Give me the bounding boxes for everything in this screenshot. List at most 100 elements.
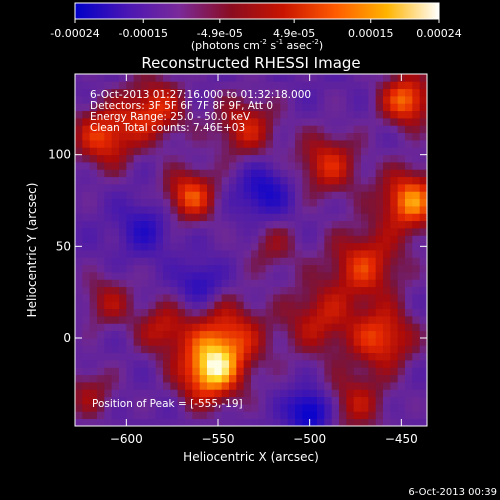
heatmap-cell <box>75 118 83 126</box>
heatmap-cell <box>265 389 274 398</box>
heatmap-cell <box>331 191 340 200</box>
heatmap-cell <box>163 118 171 126</box>
heatmap-cell <box>214 338 223 346</box>
heatmap-cell <box>265 140 274 148</box>
heatmap-cell <box>236 110 245 119</box>
heatmap-cell <box>295 110 303 119</box>
heatmap-cell <box>229 396 237 405</box>
heatmap-cell <box>243 169 252 178</box>
heatmap-cell <box>353 176 362 185</box>
heatmap-cell <box>375 118 384 126</box>
heatmap-cell <box>346 272 355 280</box>
heatmap-cell <box>361 176 369 185</box>
heatmap-cell <box>97 360 105 368</box>
heatmap-cell <box>97 125 105 134</box>
heatmap-cell <box>280 257 289 266</box>
heatmap-cell <box>295 316 303 324</box>
heatmap-cell <box>324 286 333 295</box>
heatmap-cell <box>104 103 113 112</box>
heatmap-cell <box>368 140 377 148</box>
heatmap-cell <box>229 286 237 295</box>
heatmap-cell <box>177 250 186 258</box>
heatmap-cell <box>317 396 325 405</box>
heatmap-cell <box>265 264 274 273</box>
heatmap-cell <box>148 191 157 200</box>
heatmap-cell <box>111 411 120 420</box>
heatmap-cell <box>104 140 113 148</box>
heatmap-cell <box>273 213 281 222</box>
heatmap-cell <box>251 169 259 178</box>
heatmap-cell <box>383 162 391 170</box>
heatmap-cell <box>207 367 215 376</box>
heatmap-cell <box>155 257 164 266</box>
heatmap-cell <box>141 301 149 310</box>
heatmap-cell <box>199 103 208 112</box>
heatmap-cell <box>207 191 215 200</box>
heatmap-cell <box>346 103 355 112</box>
heatmap-cell <box>251 352 259 361</box>
heatmap-cell <box>75 169 83 178</box>
heatmap-cell <box>133 169 142 178</box>
heatmap-cell <box>265 418 274 426</box>
heatmap-cell <box>163 330 171 339</box>
heatmap-cell <box>236 169 245 178</box>
heatmap-cell <box>339 257 347 266</box>
heatmap-cell <box>170 396 179 405</box>
heatmap-cell <box>236 81 245 90</box>
heatmap-cell <box>317 118 325 126</box>
heatmap-cell <box>185 286 193 295</box>
heatmap-cell <box>170 103 179 112</box>
heatmap-cell <box>111 74 120 82</box>
heatmap-cell <box>126 294 135 302</box>
heatmap-cell <box>192 220 201 229</box>
heatmap-cell <box>119 242 127 251</box>
heatmap-cell <box>265 235 274 244</box>
heatmap-cell <box>419 250 427 258</box>
heatmap-cell <box>148 272 157 280</box>
heatmap-cell <box>111 147 120 156</box>
heatmap-cell <box>346 228 355 236</box>
heatmap-cell <box>361 279 369 288</box>
heatmap-cell <box>383 360 391 368</box>
heatmap-cell <box>170 330 179 339</box>
heatmap-cell <box>214 250 223 258</box>
heatmap-cell <box>214 374 223 383</box>
heatmap-cell <box>221 176 230 185</box>
heatmap-cell <box>104 257 113 266</box>
heatmap-cell <box>236 264 245 273</box>
heatmap-cell <box>324 279 333 288</box>
heatmap-cell <box>126 418 135 426</box>
heatmap-cell <box>126 154 135 163</box>
heatmap-cell <box>97 352 105 361</box>
heatmap-cell <box>214 169 223 178</box>
heatmap-cell <box>346 213 355 222</box>
heatmap-cell <box>148 360 157 368</box>
heatmap-cell <box>119 382 127 390</box>
heatmap-cell <box>397 169 406 178</box>
heatmap-cell <box>339 176 347 185</box>
heatmap-cell <box>265 382 274 390</box>
heatmap-cell <box>317 132 325 141</box>
heatmap-cell <box>89 382 98 390</box>
heatmap-cell <box>82 96 91 104</box>
heatmap-cell <box>148 103 157 112</box>
heatmap-cell <box>368 272 377 280</box>
heatmap-cell <box>243 308 252 317</box>
heatmap-cell <box>192 176 201 185</box>
heatmap-cell <box>148 110 157 119</box>
heatmap-cell <box>89 103 98 112</box>
heatmap-cell <box>207 103 215 112</box>
heatmap-cell <box>397 367 406 376</box>
heatmap-cell <box>89 389 98 398</box>
heatmap-cell <box>229 74 237 82</box>
heatmap-cell <box>236 88 245 97</box>
heatmap-cell <box>192 235 201 244</box>
heatmap-cell <box>170 118 179 126</box>
heatmap-cell <box>302 316 311 324</box>
heatmap-cell <box>185 169 193 178</box>
heatmap-cell <box>163 96 171 104</box>
heatmap-cell <box>287 250 296 258</box>
heatmap-cell <box>155 404 164 412</box>
heatmap-cell <box>163 176 171 185</box>
heatmap-cell <box>163 411 171 420</box>
